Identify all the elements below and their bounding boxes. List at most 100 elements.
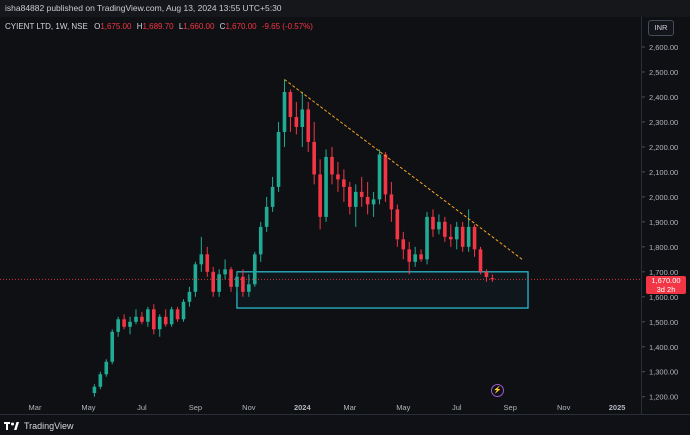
candle-down — [330, 156, 334, 175]
candle-up — [157, 316, 162, 330]
candle-up — [193, 264, 198, 292]
candle-down — [294, 116, 299, 127]
y-tick-label: 1,300.00 — [649, 368, 678, 377]
candle-up — [116, 319, 120, 332]
candle-up — [92, 386, 97, 393]
candle-up — [187, 291, 192, 302]
x-tick-label: May — [81, 403, 95, 412]
x-tick-label: Jul — [452, 403, 462, 412]
y-tick-label: 2,000.00 — [649, 193, 678, 202]
candle-up — [270, 186, 275, 207]
candle-up — [425, 216, 429, 260]
candle-down — [306, 109, 311, 142]
legend-low: 1,660.00 — [183, 22, 215, 31]
time-axis[interactable]: Mar May Jul Sep Nov 2024 Mar May Jul Sep Nov 2025 — [29, 403, 626, 412]
candle-up — [235, 276, 239, 287]
candle-up — [454, 226, 459, 240]
candle-down — [318, 174, 322, 217]
candle-down — [211, 271, 215, 292]
candle-down — [443, 221, 447, 237]
candle-down — [288, 91, 293, 117]
candle-down — [205, 254, 210, 272]
candle-down — [365, 196, 370, 205]
lightning-icon[interactable]: ⚡ — [491, 384, 504, 397]
candle-up — [258, 226, 263, 255]
candle-down — [122, 319, 126, 327]
candle-down — [175, 309, 180, 320]
candle-up — [223, 269, 227, 275]
candle-down — [401, 239, 406, 250]
y-tick-label: 2,200.00 — [649, 143, 678, 152]
legend-high: 1,689.70 — [142, 22, 174, 31]
candle-up — [282, 91, 287, 132]
candle-up — [110, 331, 115, 362]
candle-up — [98, 374, 103, 387]
candle-up — [146, 309, 150, 322]
x-tick-label: May — [396, 403, 410, 412]
candle-down — [359, 191, 364, 197]
legend-high-key: H — [137, 22, 143, 31]
candle-down — [407, 249, 412, 262]
candle-up — [437, 221, 441, 230]
legend-close-key: C — [220, 22, 226, 31]
candle-up — [300, 109, 305, 127]
candle-down — [395, 209, 400, 240]
x-tick-label: Sep — [504, 403, 517, 412]
candle-up — [181, 301, 186, 320]
footer-bar: TradingView — [0, 414, 690, 435]
brand-name: TradingView — [24, 420, 74, 431]
last-price-value: 1,670.00 — [651, 276, 681, 285]
legend-close: 1,670.00 — [225, 22, 257, 31]
y-tick-label: 1,900.00 — [649, 218, 678, 227]
candle-up — [104, 361, 109, 375]
y-tick-label: 1,400.00 — [649, 343, 678, 352]
last-price-label: 1,670.00 3d 2h — [646, 276, 686, 294]
candle-up — [353, 191, 358, 207]
candle-up — [371, 199, 376, 205]
candles-layer — [92, 79, 495, 397]
candle-up — [217, 274, 221, 292]
candle-down — [472, 226, 477, 250]
y-tick-label: 1,200.00 — [649, 393, 678, 402]
candle-up — [264, 206, 269, 227]
price-axis[interactable]: 1,200.00 1,300.00 1,400.00 1,500.00 1,600.00… — [642, 43, 678, 402]
candle-down — [484, 271, 489, 277]
support-zone-layer — [236, 271, 529, 309]
candle-down — [312, 141, 316, 175]
tradingview-logo-icon — [4, 421, 19, 430]
y-tick-label: 2,400.00 — [649, 93, 678, 102]
candle-down — [449, 236, 453, 240]
legend-low-key: L — [179, 22, 184, 31]
candle-up — [134, 316, 138, 322]
y-tick-label: 1,600.00 — [649, 293, 678, 302]
y-tick-label: 1,500.00 — [649, 318, 678, 327]
candle-down — [336, 174, 340, 180]
y-tick-label: 1,800.00 — [649, 243, 678, 252]
candle-down — [342, 179, 346, 187]
candle-up — [128, 321, 132, 327]
ohlc-legend: CYIENT LTD, 1W, NSE O1,675.00 H1,689.70 … — [5, 22, 313, 31]
published-info: isha84882 published on TradingView.com, … — [5, 3, 282, 13]
x-tick-label: 2024 — [294, 403, 312, 412]
y-tick-label: 2,600.00 — [649, 43, 678, 52]
candle-down — [490, 278, 495, 280]
candle-down — [140, 316, 144, 322]
candle-down — [419, 254, 423, 260]
x-tick-label: Mar — [29, 403, 42, 412]
legend-symbol: CYIENT LTD, 1W, NSE — [5, 22, 88, 31]
candle-up — [466, 226, 471, 247]
x-tick-label: 2025 — [609, 403, 626, 412]
tradingview-brand[interactable]: TradingView — [4, 419, 74, 432]
candle-up — [199, 254, 204, 265]
candle-up — [324, 156, 328, 217]
x-tick-label: Nov — [242, 403, 256, 412]
candle-down — [163, 316, 168, 325]
y-tick-label: 1,700.00 — [649, 268, 678, 277]
y-tick-label: 2,300.00 — [649, 118, 678, 127]
candle-up — [276, 131, 281, 187]
candle-down — [348, 186, 352, 207]
currency-button[interactable]: INR — [648, 20, 674, 36]
x-tick-label: Nov — [557, 403, 571, 412]
y-tick-label: 2,500.00 — [649, 68, 678, 77]
